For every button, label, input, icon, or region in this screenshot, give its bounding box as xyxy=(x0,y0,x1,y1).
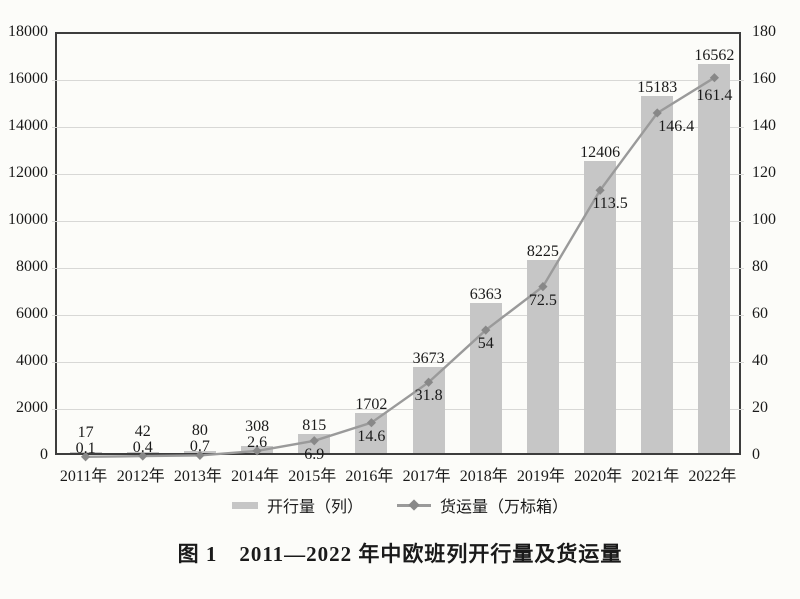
y-axis-right-tick-label: 140 xyxy=(752,117,776,134)
diamond-marker-icon xyxy=(538,282,548,292)
y-axis-right-tick-label: 180 xyxy=(752,23,776,40)
x-axis-category-label: 2015年 xyxy=(288,468,337,485)
bar-value-label: 16562 xyxy=(694,46,735,64)
diamond-marker-icon xyxy=(481,325,491,335)
y-axis-left-tick-label: 10000 xyxy=(8,211,48,228)
diamond-marker-icon xyxy=(138,451,148,461)
bar-value-label: 6363 xyxy=(469,286,502,304)
x-axis-category-label: 2011年 xyxy=(59,468,108,485)
bar-value-label: 3673 xyxy=(412,349,445,367)
legend: 开行量（列） 货运量（万标箱） xyxy=(0,493,800,517)
bar-series-swatch xyxy=(231,501,258,509)
bar-value-label: 80 xyxy=(191,422,208,440)
y-axis-right-tick-label: 100 xyxy=(752,211,776,228)
plot-area: 17 0.1 42 0.4 80 0.7 308 2.6 815 6.9 1702 14.6 3673 3… xyxy=(52,32,744,462)
x-axis-category-label: 2021年 xyxy=(631,468,680,485)
bar xyxy=(698,63,731,453)
x-axis-category-label: 2019年 xyxy=(516,468,565,485)
x-axis-category-label: 2018年 xyxy=(459,468,508,485)
x-axis-category-label: 2022年 xyxy=(688,468,737,485)
y-axis-right-tick-label: 20 xyxy=(752,399,768,416)
x-axis-category-label: 2016年 xyxy=(345,468,394,485)
line-value-label: 54 xyxy=(477,335,494,353)
gridline xyxy=(52,174,744,175)
gridline xyxy=(52,315,744,316)
diamond-marker-icon xyxy=(595,185,605,195)
diamond-marker-icon xyxy=(252,446,262,456)
line-value-label: 161.4 xyxy=(696,86,733,104)
bar xyxy=(641,96,674,453)
line-value-label: 113.5 xyxy=(592,195,628,213)
y-axis-right-tick-label: 80 xyxy=(752,258,768,275)
y-axis-right-tick-label: 160 xyxy=(752,70,776,87)
line-value-label: 0.7 xyxy=(189,438,210,456)
line-value-label: 0.4 xyxy=(132,439,153,457)
bar-value-label: 308 xyxy=(245,417,270,435)
legend-label-line: 货运量（万标箱） xyxy=(440,499,569,516)
x-axis-category-label: 2012年 xyxy=(116,468,165,485)
line-value-label: 14.6 xyxy=(357,427,386,445)
y-axis-left-tick-label: 8000 xyxy=(16,258,48,275)
diamond-marker-icon xyxy=(408,498,420,511)
y-axis-left-tick-label: 6000 xyxy=(16,305,48,322)
y-axis-right-tick-label: 60 xyxy=(752,305,768,322)
y-axis-left-tick-label: 0 xyxy=(40,446,48,463)
y-axis-left-tick-label: 16000 xyxy=(8,70,48,87)
line-value-label: 6.9 xyxy=(304,445,325,463)
y-axis-right-tick-label: 40 xyxy=(752,352,768,369)
x-axis-category-label: 2013年 xyxy=(173,468,222,485)
line-value-label: 72.5 xyxy=(528,291,557,309)
legend-label-bars: 开行量（列） xyxy=(266,499,363,516)
diamond-marker-icon xyxy=(195,450,205,460)
diamond-marker-icon xyxy=(80,452,91,462)
line-diamond-swatch xyxy=(397,498,431,511)
y-axis-left-tick-label: 18000 xyxy=(8,23,48,40)
figure-caption: 图 1 2011—2022 年中欧班列开行量及货运量 xyxy=(177,542,623,566)
line-series-layer xyxy=(80,73,720,462)
y-axis-left-tick-label: 4000 xyxy=(16,352,48,369)
bar-value-label: 12406 xyxy=(580,144,621,162)
gridline xyxy=(52,80,744,81)
bar-value-label: 17 xyxy=(77,423,94,441)
gridline xyxy=(52,268,744,269)
legend-item-bars: 开行量（列） xyxy=(231,493,363,517)
diamond-marker-icon xyxy=(652,108,662,118)
gridline xyxy=(52,127,744,128)
bar-value-label: 815 xyxy=(302,416,327,434)
diamond-marker-icon xyxy=(309,436,319,446)
gridline xyxy=(52,409,744,410)
diamond-marker-icon xyxy=(709,73,720,83)
x-axis-category-label: 2020年 xyxy=(574,468,623,485)
x-axis-category-label: 2014年 xyxy=(231,468,280,485)
bar-value-label: 1702 xyxy=(355,396,388,413)
y-axis-right-tick-label: 0 xyxy=(752,446,760,463)
freight-line xyxy=(85,76,716,458)
y-axis-left-tick-label: 12000 xyxy=(8,164,48,181)
bar-value-label: 42 xyxy=(134,423,151,441)
gridline xyxy=(52,221,744,222)
y-axis-left-tick-label: 2000 xyxy=(16,399,48,416)
x-axis-category-label: 2017年 xyxy=(402,468,451,485)
gridline xyxy=(52,362,744,363)
line-value-label: 2.6 xyxy=(247,433,268,451)
line-value-label: 146.4 xyxy=(658,117,695,135)
line-value-label: 0.1 xyxy=(75,439,96,457)
line-value-label: 31.8 xyxy=(414,387,443,405)
y-axis-right-tick-label: 120 xyxy=(752,164,776,181)
legend-item-line: 货运量（万标箱） xyxy=(397,493,568,517)
bar-value-label: 15183 xyxy=(637,79,678,97)
bar xyxy=(526,259,559,453)
diamond-marker-icon xyxy=(423,377,434,387)
bar-value-label: 8225 xyxy=(526,242,559,260)
diamond-marker-icon xyxy=(366,418,377,428)
y-axis-left-tick-label: 14000 xyxy=(8,117,48,134)
